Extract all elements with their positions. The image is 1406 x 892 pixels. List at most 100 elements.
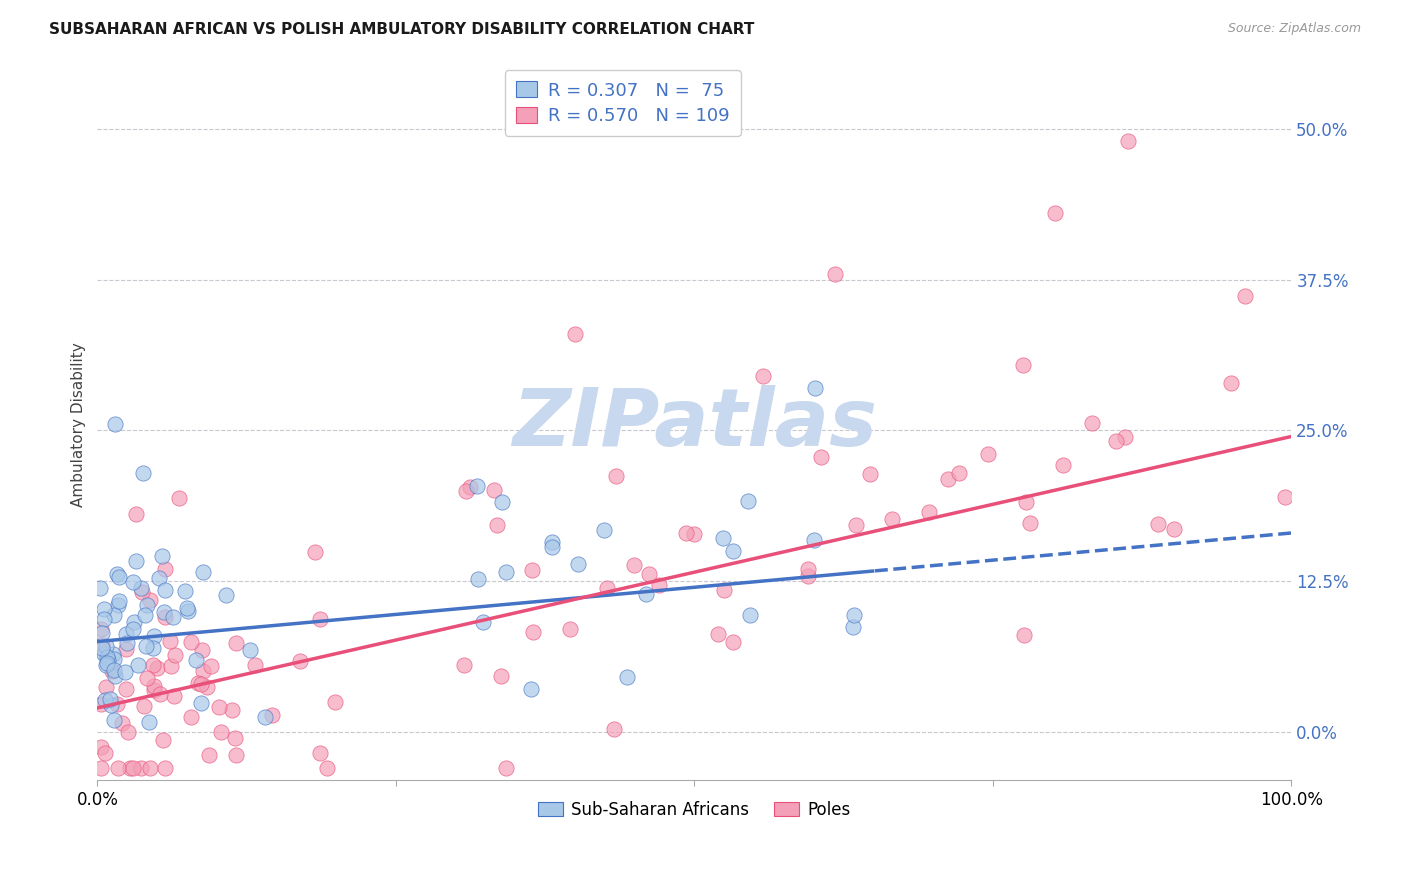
Text: ZIPatlas: ZIPatlas bbox=[512, 385, 877, 464]
Point bbox=[103, 652, 125, 666]
Point bbox=[138, 714, 160, 729]
Point bbox=[675, 526, 697, 541]
Point bbox=[153, 605, 176, 619]
Point bbox=[105, 566, 128, 581]
Text: SUBSAHARAN AFRICAN VS POLISH AMBULATORY DISABILITY CORRELATION CHART: SUBSAHARAN AFRICAN VS POLISH AMBULATORY … bbox=[49, 22, 755, 37]
Point bbox=[309, 612, 332, 626]
Point bbox=[616, 670, 638, 684]
Point bbox=[948, 466, 970, 480]
Point bbox=[94, 680, 117, 694]
Point bbox=[824, 267, 846, 281]
Point bbox=[96, 650, 118, 665]
Point bbox=[159, 633, 181, 648]
Point bbox=[91, 625, 114, 640]
Point bbox=[101, 647, 124, 661]
Point bbox=[1114, 429, 1136, 443]
Point bbox=[129, 761, 152, 775]
Point bbox=[723, 543, 745, 558]
Point bbox=[132, 698, 155, 713]
Point bbox=[187, 676, 209, 690]
Point bbox=[460, 480, 482, 494]
Point bbox=[596, 581, 619, 595]
Point bbox=[104, 669, 127, 683]
Point bbox=[484, 483, 506, 497]
Point bbox=[142, 658, 165, 673]
Point bbox=[163, 689, 186, 703]
Point bbox=[142, 680, 165, 694]
Point bbox=[1045, 206, 1067, 220]
Point bbox=[115, 641, 138, 656]
Point bbox=[122, 761, 145, 775]
Point bbox=[103, 607, 125, 622]
Point bbox=[115, 627, 138, 641]
Point bbox=[152, 733, 174, 747]
Point bbox=[262, 708, 284, 723]
Point bbox=[90, 640, 112, 655]
Point bbox=[153, 562, 176, 576]
Point bbox=[114, 665, 136, 680]
Point bbox=[160, 659, 183, 673]
Point bbox=[796, 562, 818, 576]
Point bbox=[1220, 376, 1243, 390]
Text: Source: ZipAtlas.com: Source: ZipAtlas.com bbox=[1227, 22, 1361, 36]
Point bbox=[191, 565, 214, 579]
Point bbox=[1052, 458, 1074, 473]
Point bbox=[564, 326, 586, 341]
Point bbox=[1118, 134, 1140, 148]
Point bbox=[1080, 416, 1102, 430]
Point bbox=[917, 505, 939, 519]
Point bbox=[180, 710, 202, 724]
Point bbox=[190, 643, 212, 657]
Point bbox=[129, 581, 152, 595]
Point bbox=[125, 508, 148, 522]
Point bbox=[308, 746, 330, 760]
Point bbox=[540, 535, 562, 549]
Point bbox=[623, 558, 645, 572]
Point bbox=[153, 610, 176, 624]
Point bbox=[94, 746, 117, 760]
Point bbox=[880, 512, 903, 526]
Legend: Sub-Saharan Africans, Poles: Sub-Saharan Africans, Poles bbox=[531, 794, 858, 825]
Point bbox=[560, 622, 582, 636]
Point bbox=[603, 723, 626, 737]
Point bbox=[148, 571, 170, 585]
Point bbox=[127, 657, 149, 672]
Point bbox=[456, 484, 478, 499]
Point bbox=[89, 581, 111, 595]
Point bbox=[224, 731, 246, 745]
Point bbox=[208, 699, 231, 714]
Point bbox=[1104, 434, 1126, 448]
Point bbox=[605, 469, 627, 483]
Point bbox=[90, 697, 112, 711]
Point bbox=[101, 664, 124, 678]
Point bbox=[120, 761, 142, 775]
Point bbox=[707, 627, 730, 641]
Point bbox=[135, 639, 157, 653]
Point bbox=[90, 761, 112, 775]
Point bbox=[485, 517, 508, 532]
Point bbox=[810, 450, 832, 464]
Point bbox=[105, 697, 128, 711]
Point bbox=[1014, 628, 1036, 642]
Point bbox=[184, 653, 207, 667]
Point bbox=[94, 657, 117, 672]
Point bbox=[541, 540, 564, 554]
Point bbox=[842, 607, 865, 622]
Point bbox=[153, 583, 176, 598]
Point bbox=[115, 636, 138, 650]
Point bbox=[323, 695, 346, 709]
Point bbox=[142, 629, 165, 643]
Point bbox=[225, 747, 247, 762]
Point bbox=[135, 599, 157, 613]
Point bbox=[804, 381, 827, 395]
Point bbox=[567, 558, 589, 572]
Point bbox=[142, 683, 165, 698]
Point bbox=[938, 471, 960, 485]
Point bbox=[491, 495, 513, 509]
Point bbox=[495, 761, 517, 775]
Point bbox=[90, 622, 112, 636]
Point bbox=[976, 447, 998, 461]
Point bbox=[150, 549, 173, 563]
Point bbox=[520, 563, 543, 577]
Point bbox=[254, 710, 277, 724]
